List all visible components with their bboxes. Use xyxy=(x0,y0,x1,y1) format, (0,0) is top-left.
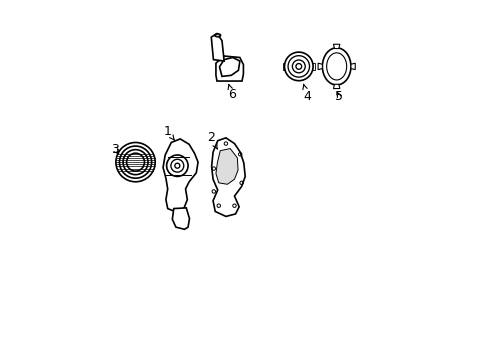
Text: 4: 4 xyxy=(302,84,310,103)
Circle shape xyxy=(175,163,180,168)
Text: 5: 5 xyxy=(334,90,343,103)
Polygon shape xyxy=(216,56,243,81)
Polygon shape xyxy=(216,149,238,184)
Polygon shape xyxy=(211,138,244,216)
Text: 6: 6 xyxy=(227,85,235,101)
Polygon shape xyxy=(211,33,224,61)
Polygon shape xyxy=(333,84,339,89)
Polygon shape xyxy=(317,63,322,69)
Polygon shape xyxy=(350,63,354,69)
Ellipse shape xyxy=(215,34,220,36)
Text: 3: 3 xyxy=(111,143,119,156)
Polygon shape xyxy=(333,44,339,49)
Text: 2: 2 xyxy=(206,131,217,149)
Ellipse shape xyxy=(214,34,220,37)
Polygon shape xyxy=(163,139,198,212)
Ellipse shape xyxy=(326,53,346,80)
Circle shape xyxy=(284,52,312,81)
Circle shape xyxy=(166,155,188,176)
Circle shape xyxy=(295,64,301,69)
Text: 1: 1 xyxy=(163,125,174,140)
Polygon shape xyxy=(283,63,314,70)
Polygon shape xyxy=(172,208,189,229)
Polygon shape xyxy=(219,58,240,76)
Ellipse shape xyxy=(322,48,350,85)
